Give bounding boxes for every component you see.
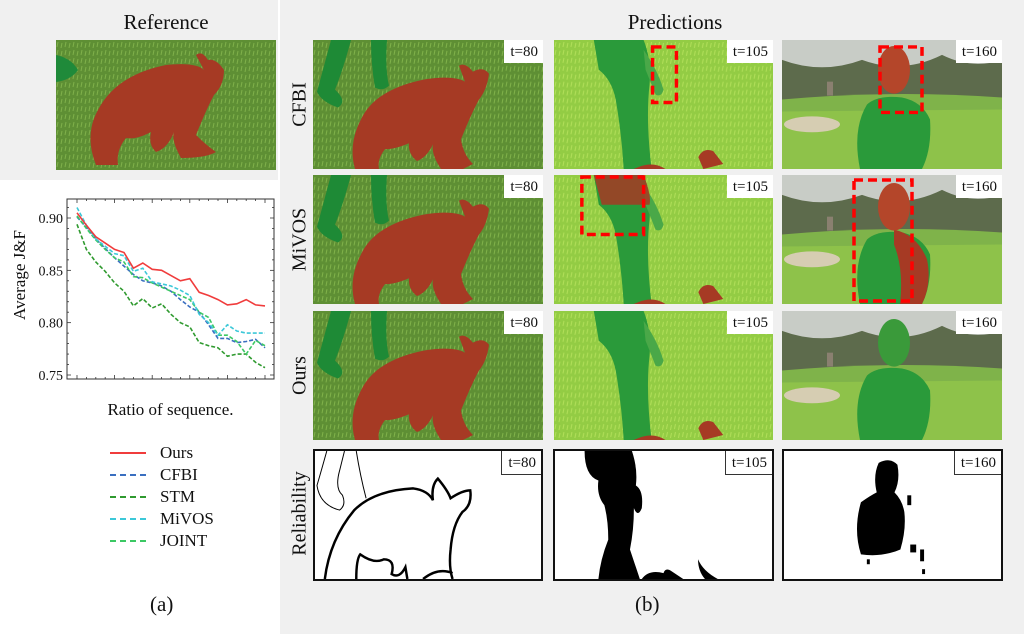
predictions-title: Predictions (627, 10, 723, 34)
chart-y-axis-label: Average J&F (10, 230, 29, 320)
cfbi-t105-panel: t=105 (554, 40, 773, 169)
time-label: t=160 (953, 451, 1001, 475)
cfbi-t80-panel: t=80 (313, 40, 543, 169)
ours-t80-panel: t=80 (313, 311, 543, 440)
caption-b: (b) (635, 592, 660, 616)
chart-x-axis-label: Ratio of sequence. (107, 400, 234, 419)
svg-text:0.6: 0.6 (181, 384, 199, 385)
row-label-ours: Ours (288, 356, 311, 395)
time-label: t=105 (726, 40, 773, 63)
reliability-t160-panel: t=160 (782, 449, 1003, 581)
legend-swatch-icon (110, 452, 146, 454)
svg-text:0.85: 0.85 (39, 264, 64, 279)
legend-item-stm: STM (110, 486, 214, 508)
legend-swatch-icon (110, 540, 146, 542)
chart-legend: Ours CFBI STM MiVOS JOINT (110, 442, 214, 552)
svg-text:1.0: 1.0 (256, 384, 274, 385)
time-label: t=80 (504, 175, 543, 198)
time-label: t=80 (501, 451, 541, 475)
mivos-t105-panel: t=105 (554, 175, 773, 304)
svg-text:0.2: 0.2 (106, 384, 124, 385)
row-label-cfbi: CFBI (288, 82, 311, 127)
legend-swatch-icon (110, 496, 146, 498)
svg-text:0.75: 0.75 (39, 369, 64, 384)
time-label: t=160 (955, 175, 1002, 198)
reference-image (56, 40, 276, 170)
time-label: t=105 (726, 175, 773, 198)
time-label: t=105 (726, 311, 773, 334)
legend-item-mivos: MiVOS (110, 508, 214, 530)
time-label: t=160 (955, 311, 1002, 334)
mivos-t160-panel: t=160 (782, 175, 1002, 304)
reliability-t80-panel: t=80 (313, 449, 543, 581)
svg-text:0.4: 0.4 (143, 384, 161, 385)
time-label: t=80 (504, 40, 543, 63)
caption-a: (a) (150, 592, 174, 616)
cfbi-t160-panel: t=160 (782, 40, 1002, 169)
legend-item-ours: Ours (110, 442, 214, 464)
time-label: t=160 (955, 40, 1002, 63)
svg-text:0.8: 0.8 (219, 384, 237, 385)
time-label: t=105 (724, 451, 772, 475)
error-box-icon (878, 45, 924, 115)
error-box-icon (650, 45, 679, 105)
svg-text:0.90: 0.90 (39, 212, 64, 227)
ours-t105-panel: t=105 (554, 311, 773, 440)
reference-title: Reference (123, 10, 209, 34)
legend-swatch-icon (110, 474, 146, 476)
chart-plot-area: 0.75 0.80 0.85 0.90 0.0 0.2 0.4 0.6 0.8 1.0 (39, 198, 275, 399)
error-box-icon (852, 178, 914, 303)
legend-item-joint: JOINT (110, 530, 214, 552)
ours-t160-panel: t=160 (782, 311, 1002, 440)
svg-text:0.0: 0.0 (68, 384, 86, 385)
svg-text:0.80: 0.80 (39, 317, 64, 332)
legend-item-cfbi: CFBI (110, 464, 214, 486)
time-label: t=80 (504, 311, 543, 334)
row-label-reliability: Reliability (288, 471, 311, 556)
reliability-t105-panel: t=105 (553, 449, 774, 581)
line-chart: 0.75 0.80 0.85 0.90 0.0 0.2 0.4 0.6 0.8 1.0 (0, 185, 280, 399)
legend-swatch-icon (110, 518, 146, 520)
row-label-mivos: MiVOS (288, 207, 311, 272)
mivos-t80-panel: t=80 (313, 175, 543, 304)
error-box-icon (580, 175, 646, 237)
